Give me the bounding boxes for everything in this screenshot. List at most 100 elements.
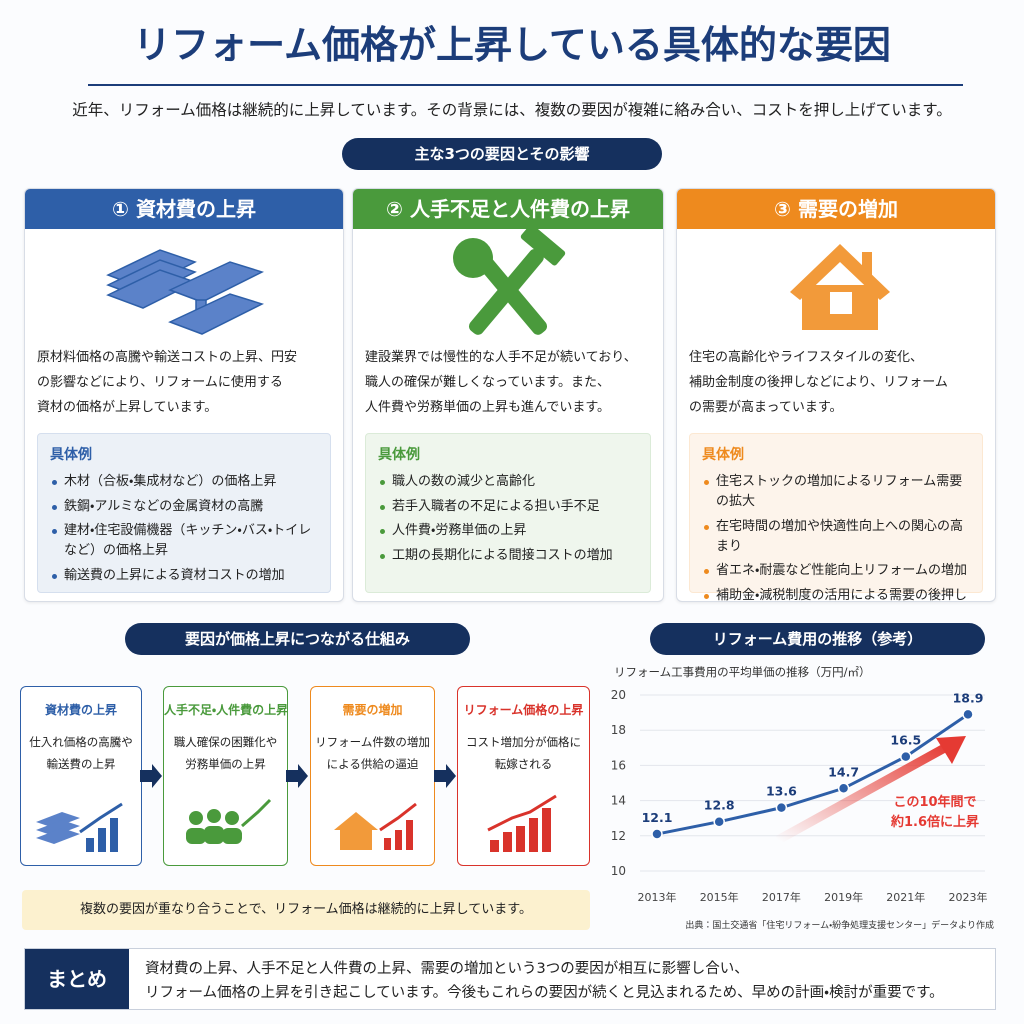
example-item: 木材（合板・集成材など）の価格上昇: [50, 472, 320, 492]
bullet: [704, 524, 709, 530]
factor-card: ① 資材費の上昇原材料価格の高騰や輸送コストの上昇、円安 の影響などにより、リフォ…: [24, 188, 344, 602]
source-note: 出典：国土交通省「住宅リフォーム・紛争処理支援センター」データより作成: [685, 919, 994, 931]
annotation: 約1.6倍に上昇: [890, 814, 979, 830]
data-label: 14.7: [828, 764, 859, 779]
description-line: 建設業界では慢性的な人手不足が続いており、: [365, 350, 637, 365]
bullet: [52, 573, 57, 579]
card-title: ① 資材費の上昇: [25, 189, 343, 229]
card-title: ③ 需要の増加: [677, 189, 995, 229]
description-line: 住宅の高齢化やライフスタイルの変化、: [689, 350, 924, 365]
bullet: [380, 504, 385, 510]
arrow-head: [936, 736, 966, 764]
card-description: 建設業界では慢性的な人手不足が続いており、 職人の確保が難しくなっています。また、…: [365, 345, 637, 420]
title-rule: [88, 84, 963, 86]
bullet: [704, 593, 709, 599]
y-tick-label: 16: [611, 758, 626, 772]
example-text: 在宅時間の増加や快適性向上への関心の高まり: [716, 518, 964, 554]
card-title: ② 人手不足と人件費の上昇: [353, 189, 663, 229]
data-point: [651, 828, 663, 840]
examples-box: 具体例住宅ストックの増加によるリフォーム需要の拡大 在宅時間の増加や快適性向上への…: [689, 433, 983, 601]
data-point: [713, 815, 725, 828]
example-item: 在宅時間の増加や快適性向上への関心の高まり: [702, 517, 972, 557]
summary-line: リフォーム価格の上昇を引き起こしています。今後もこれらの要因が続くと見込まれるた…: [145, 985, 944, 1001]
section-heading: 要因が価格上昇につながる仕組み: [125, 623, 470, 655]
step-text: 職人確保の困難化や 労務単価の上昇: [164, 731, 287, 775]
example-text: 職人の数の減少と高齢化: [392, 474, 536, 489]
data-label: 18.9: [953, 690, 984, 705]
x-tick-label: 2019年: [824, 890, 863, 904]
examples-label: 具体例: [50, 447, 92, 463]
example-text: 補助金・減税制度の活用による需要の後押し: [716, 587, 968, 602]
step-text: コスト増加分が価格に 転嫁される: [458, 731, 589, 775]
summary-box: まとめ 資材費の上昇、人手不足と人件費の上昇、需要の増加という3つの要因が相互に…: [24, 948, 996, 1010]
example-text: 木材（合板・集成材など）の価格上昇: [64, 474, 277, 489]
y-tick-label: 20: [611, 688, 626, 702]
description-line: の影響などにより、リフォームに使用する: [37, 375, 283, 390]
y-tick-label: 12: [611, 829, 626, 843]
step-box: 資材費の上昇仕入れ価格の高騰や 輸送費の上昇: [20, 686, 142, 866]
summary-text: 資材費の上昇、人手不足と人件費の上昇、需要の増加という3つの要因が相互に影響し合…: [145, 957, 944, 1005]
summary-line: 資材費の上昇、人手不足と人件費の上昇、需要の増加という3つの要因が相互に影響し合…: [145, 961, 749, 977]
step-line: 転嫁される: [494, 757, 553, 771]
data-label: 12.8: [704, 798, 735, 813]
card-description: 原材料価格の高騰や輸送コストの上昇、円安 の影響などにより、リフォームに使用する資…: [37, 345, 297, 420]
step-line: 輸送費の上昇: [46, 757, 116, 771]
example-item: 輸送費の上昇による資材コストの増加: [50, 566, 320, 586]
examples-box: 具体例木材（合板・集成材など）の価格上昇 鉄鋼・アルミなどの金属資材の高騰建材・住…: [37, 433, 331, 593]
examples-label: 具体例: [702, 447, 744, 463]
x-tick-label: 2013年: [638, 890, 677, 904]
card-description: 住宅の高齢化やライフスタイルの変化、 補助金制度の後押しなどにより、リフォーム の需…: [689, 345, 948, 420]
step-title: リフォーム価格の上昇: [463, 703, 584, 717]
bullet: [380, 480, 385, 485]
y-tick-label: 10: [611, 864, 626, 878]
example-text: 人件費・労務単価の上昇: [392, 523, 527, 538]
data-line: [656, 713, 969, 836]
data-label: 13.6: [766, 784, 797, 799]
step-line: 労務単価の上昇: [185, 757, 266, 771]
example-item: 職人の数の減少と高齢化: [378, 472, 640, 492]
examples-label: 具体例: [378, 447, 420, 463]
data-point: [900, 750, 912, 763]
example-text: 工期の長期化による間接コストの増加: [392, 547, 613, 563]
step-icon: [186, 798, 272, 844]
data-label: 12.1: [642, 810, 673, 825]
description-line: 人件費や労務単価の上昇も進んでいます。: [365, 400, 611, 415]
step-title: 資材費の上昇: [44, 703, 117, 717]
example-text: 建材・住宅設備機器（キッチン・バス・トイレなど）の価格上昇: [64, 523, 312, 558]
example-text: 鉄鋼・アルミなどの金属資材の高騰: [64, 498, 264, 514]
factor-card: ③ 需要の増加住宅の高齢化やライフスタイルの変化、補助金制度の後押しなどにより、…: [676, 188, 996, 602]
step-icon: [36, 802, 123, 852]
example-item: 人件費・労務単価の上昇: [378, 521, 640, 541]
example-text: 省エネ・耐震など性能向上リフォームの増加: [716, 563, 968, 578]
step-line: 仕入れ価格の高騰や: [29, 735, 133, 749]
step-line: コスト増加分が価格に: [466, 735, 581, 749]
example-item: 住宅ストックの増加によるリフォーム需要の拡大: [702, 472, 972, 512]
bullet: [704, 480, 709, 485]
bullet: [52, 504, 57, 510]
steel-icon: [106, 249, 264, 335]
example-item: 補助金・減税制度の活用による需要の後押し: [702, 586, 972, 602]
step-title: 人手不足・人件費の上昇: [164, 703, 289, 717]
arrow-shaft: [775, 741, 953, 844]
examples-box: 具体例 職人の数の減少と高齢化 若手入職者の不足による担い手不足 人件費・労務単価の上…: [365, 433, 651, 593]
note-box: 複数の要因が重なり合うことで、リフォーム価格は継続的に上昇しています。: [22, 890, 590, 930]
data-label: 16.5: [890, 733, 921, 748]
section-heading: リフォーム費用の推移（参考）: [650, 623, 985, 655]
step-line: による供給の逼迫: [326, 757, 419, 771]
example-item: 省エネ・耐震など性能向上リフォームの増加: [702, 561, 972, 581]
example-text: 輸送費の上昇による資材コストの増加: [64, 567, 285, 583]
example-text: 住宅ストックの増加によるリフォーム需要の拡大: [716, 474, 963, 509]
description-line: 原材料価格の高騰や輸送コストの上昇、円安: [37, 350, 298, 365]
summary-label: まとめ: [25, 949, 129, 1009]
data-point: [775, 801, 788, 814]
data-point: [837, 782, 850, 795]
x-tick-label: 2015年: [700, 890, 739, 904]
description-line: 補助金制度の後押しなどにより、リフォーム: [689, 375, 948, 390]
description-line: 職人の確保が難しくなっています。また、: [365, 375, 611, 390]
example-item: 建材・住宅設備機器（キッチン・バス・トイレなど）の価格上昇: [50, 521, 320, 561]
bullet: [52, 480, 57, 485]
step-text: リフォーム件数の増加 による供給の逼迫: [311, 731, 434, 775]
chart-title: リフォーム工事費用の平均単価の推移（万円/㎡）: [614, 665, 871, 679]
